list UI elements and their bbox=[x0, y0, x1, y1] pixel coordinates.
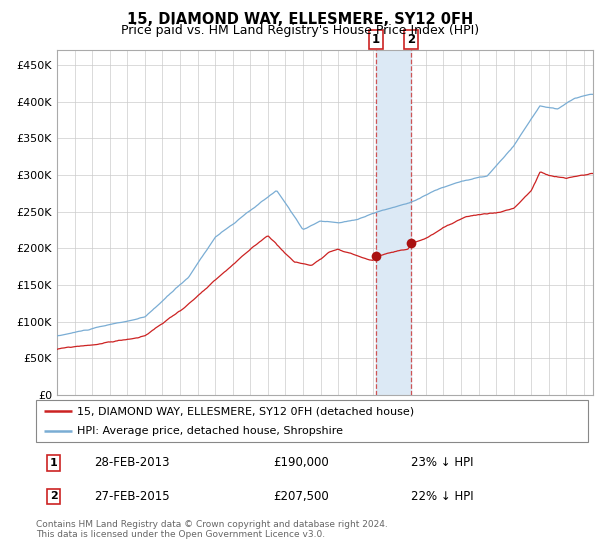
Text: 1: 1 bbox=[50, 458, 58, 468]
Text: 1: 1 bbox=[372, 33, 380, 46]
Text: 23% ↓ HPI: 23% ↓ HPI bbox=[412, 456, 474, 469]
Text: £190,000: £190,000 bbox=[274, 456, 329, 469]
Text: Price paid vs. HM Land Registry's House Price Index (HPI): Price paid vs. HM Land Registry's House … bbox=[121, 24, 479, 37]
Text: Contains HM Land Registry data © Crown copyright and database right 2024.
This d: Contains HM Land Registry data © Crown c… bbox=[36, 520, 388, 539]
Text: 22% ↓ HPI: 22% ↓ HPI bbox=[412, 490, 474, 503]
FancyBboxPatch shape bbox=[36, 400, 588, 442]
Text: 15, DIAMOND WAY, ELLESMERE, SY12 0FH (detached house): 15, DIAMOND WAY, ELLESMERE, SY12 0FH (de… bbox=[77, 407, 415, 416]
Text: 2: 2 bbox=[407, 33, 415, 46]
Text: 2: 2 bbox=[50, 491, 58, 501]
Text: £207,500: £207,500 bbox=[274, 490, 329, 503]
Bar bbox=[376, 50, 411, 395]
Text: 28-FEB-2013: 28-FEB-2013 bbox=[94, 456, 169, 469]
Text: HPI: Average price, detached house, Shropshire: HPI: Average price, detached house, Shro… bbox=[77, 427, 343, 436]
Text: 15, DIAMOND WAY, ELLESMERE, SY12 0FH: 15, DIAMOND WAY, ELLESMERE, SY12 0FH bbox=[127, 12, 473, 27]
Text: 27-FEB-2015: 27-FEB-2015 bbox=[94, 490, 170, 503]
